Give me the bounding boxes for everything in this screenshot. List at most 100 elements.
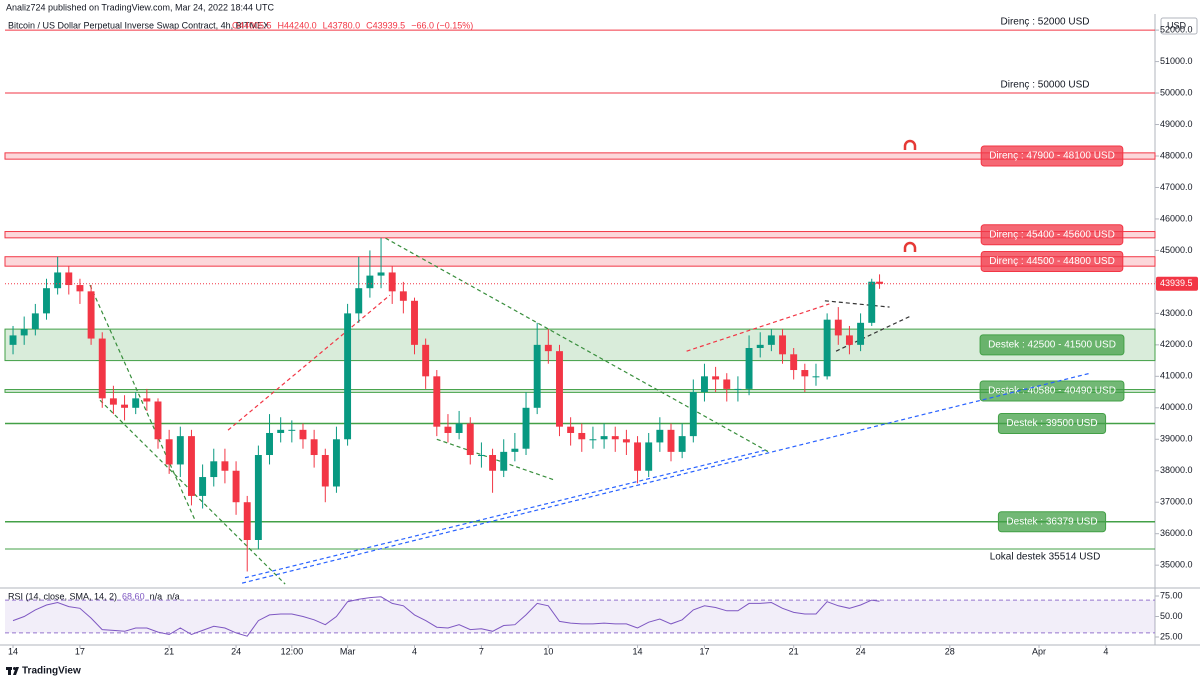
y-tick-label: 35000.0: [1160, 560, 1193, 570]
candle-body: [723, 379, 731, 389]
level-label: Destek : 36379 USD: [997, 511, 1107, 533]
level-label-box: [979, 334, 1125, 356]
x-tick-label: 14: [633, 646, 643, 656]
candle-body: [176, 436, 184, 465]
candle-body: [266, 432, 273, 456]
level-label-box: [980, 224, 1124, 246]
y-tick-label: 36000.0: [1160, 528, 1193, 538]
candle-body: [611, 436, 619, 440]
x-tick-label: 17: [699, 646, 709, 656]
x-tick-label: 17: [75, 646, 85, 656]
rsi-na: n/a: [150, 591, 163, 601]
level-label: Destek : 42500 - 41500 USD: [979, 334, 1125, 356]
trend-line: [99, 399, 286, 585]
candle-body: [199, 477, 207, 496]
rsi-band: [5, 600, 1155, 633]
candle-body: [767, 335, 775, 345]
candle-body: [254, 455, 262, 540]
candle-body: [299, 429, 307, 440]
level-label-text: Direnç : 50000 USD: [1001, 80, 1090, 91]
candle-body: [332, 439, 340, 487]
candle-body: [756, 344, 764, 348]
level-label: Direnç : 45400 - 45600 USD: [980, 224, 1124, 246]
x-tick-label: 10: [543, 646, 553, 656]
candle-body: [422, 344, 430, 377]
candle-body: [500, 451, 508, 471]
candle-body: [76, 285, 84, 292]
tv-logo: [6, 667, 19, 675]
level-label: Direnç : 47900 - 48100 USD: [980, 145, 1124, 167]
x-tick-label: 7: [479, 646, 484, 656]
x-tick-label: Apr: [1032, 646, 1046, 656]
trend-line: [244, 449, 765, 579]
candle-body: [20, 329, 28, 336]
candle-body: [188, 436, 195, 496]
last-price-label: 43939.5: [1160, 278, 1193, 288]
rsi-label: RSI (14, close, SMA, 14, 2): [8, 591, 117, 601]
candle-body: [533, 344, 541, 408]
candle-body: [31, 313, 39, 330]
candle-body: [321, 455, 329, 487]
level-label-box: [980, 250, 1124, 272]
level-label-text: Direnç : 47900 - 48100 USD: [989, 151, 1115, 162]
candle-body: [43, 288, 50, 314]
candle-body: [109, 398, 117, 405]
rsi-tick-label: 75.00: [1160, 590, 1183, 600]
candle-body: [132, 398, 140, 408]
level-zone: [4, 389, 1156, 393]
candle-body: [645, 442, 653, 471]
candle-body: [834, 319, 842, 336]
candle-body: [678, 436, 686, 452]
candle-body: [556, 351, 563, 427]
candle-body: [243, 502, 251, 540]
rsi-na: n/a: [167, 591, 180, 601]
y-tick-label: 37000.0: [1160, 497, 1193, 507]
trend-line: [241, 372, 1091, 584]
rsi-value: 68.60: [122, 591, 145, 601]
ohlc-value: O44005.5: [232, 20, 272, 30]
candle-body: [823, 319, 831, 377]
candle-body: [689, 392, 697, 437]
level-label-box: [980, 145, 1124, 167]
x-tick-label: 24: [856, 646, 866, 656]
candle-body: [712, 376, 720, 380]
candle-body: [455, 423, 463, 433]
level-label-text: Destek : 40580 - 40490 USD: [988, 386, 1116, 397]
ohlc-value: −66.0 (−0.15%): [411, 20, 473, 30]
y-tick-label: 49000.0: [1160, 119, 1193, 129]
candle-body: [154, 401, 162, 440]
y-tick-label: 40000.0: [1160, 402, 1193, 412]
candle-body: [589, 439, 597, 441]
candle-body: [288, 429, 296, 431]
candle-body: [868, 281, 876, 323]
candle-body: [511, 448, 519, 452]
level-zone: [4, 152, 1156, 160]
chart-title: Bitcoin / US Dollar Perpetual Inverse Sw…: [8, 20, 269, 30]
candle-body: [812, 376, 820, 378]
candle-body: [779, 335, 786, 355]
candle-body: [734, 388, 742, 390]
ohlc-value: H44240.0: [278, 20, 317, 30]
y-tick-label: 52000.0: [1160, 24, 1193, 34]
y-tick-label: 46000.0: [1160, 213, 1193, 223]
candle-body: [857, 322, 865, 345]
candle-body: [433, 376, 441, 427]
level-label: Destek : 39500 USD: [997, 413, 1107, 435]
level-label-text: Direnç : 44500 - 44800 USD: [989, 256, 1115, 267]
candle-body: [477, 455, 485, 457]
candle-body: [9, 335, 17, 345]
y-tick-label: 41000.0: [1160, 371, 1193, 381]
x-tick-label: 24: [231, 646, 241, 656]
x-tick-label: 12:00: [281, 646, 304, 656]
candle-body: [277, 429, 285, 433]
level-label-text: Destek : 42500 - 41500 USD: [988, 339, 1116, 350]
candle-body: [310, 439, 318, 456]
candle-body: [801, 370, 809, 377]
level-label-text: Lokal destek 35514 USD: [990, 552, 1101, 563]
y-tick-label: 51000.0: [1160, 56, 1193, 66]
x-tick-label: 4: [1103, 646, 1108, 656]
candle-body: [344, 313, 352, 440]
level-label: Direnç : 44500 - 44800 USD: [980, 250, 1124, 272]
candle-body: [466, 423, 474, 456]
